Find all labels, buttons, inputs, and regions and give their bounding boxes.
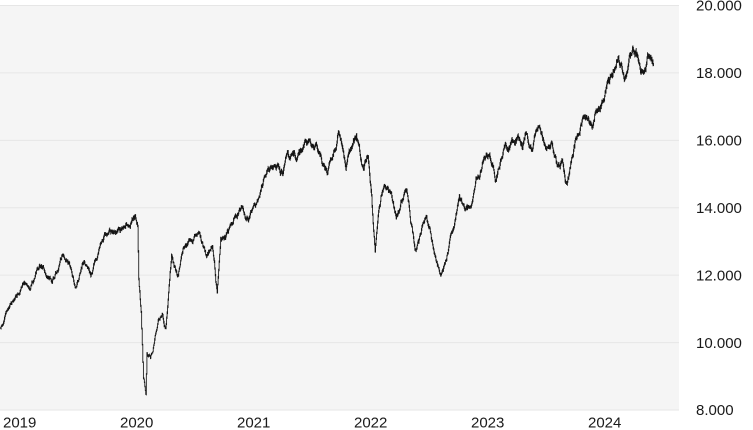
x-tick-label: 2020: [120, 415, 153, 430]
price-bars: [0, 45, 654, 396]
x-tick-label: 2023: [471, 415, 504, 430]
y-tick-label: 18.000: [696, 65, 742, 82]
y-tick-label: 8.000: [696, 402, 734, 419]
y-tick-label: 12.000: [696, 267, 742, 284]
x-tick-label: 2022: [354, 415, 387, 430]
x-tick-label: 2019: [3, 415, 36, 430]
x-tick-label: 2024: [588, 415, 621, 430]
y-tick-label: 14.000: [696, 200, 742, 217]
y-tick-label: 10.000: [696, 335, 742, 352]
x-tick-label: 2021: [237, 415, 270, 430]
y-tick-label: 16.000: [696, 133, 742, 150]
y-tick-label: 20.000: [696, 0, 742, 15]
